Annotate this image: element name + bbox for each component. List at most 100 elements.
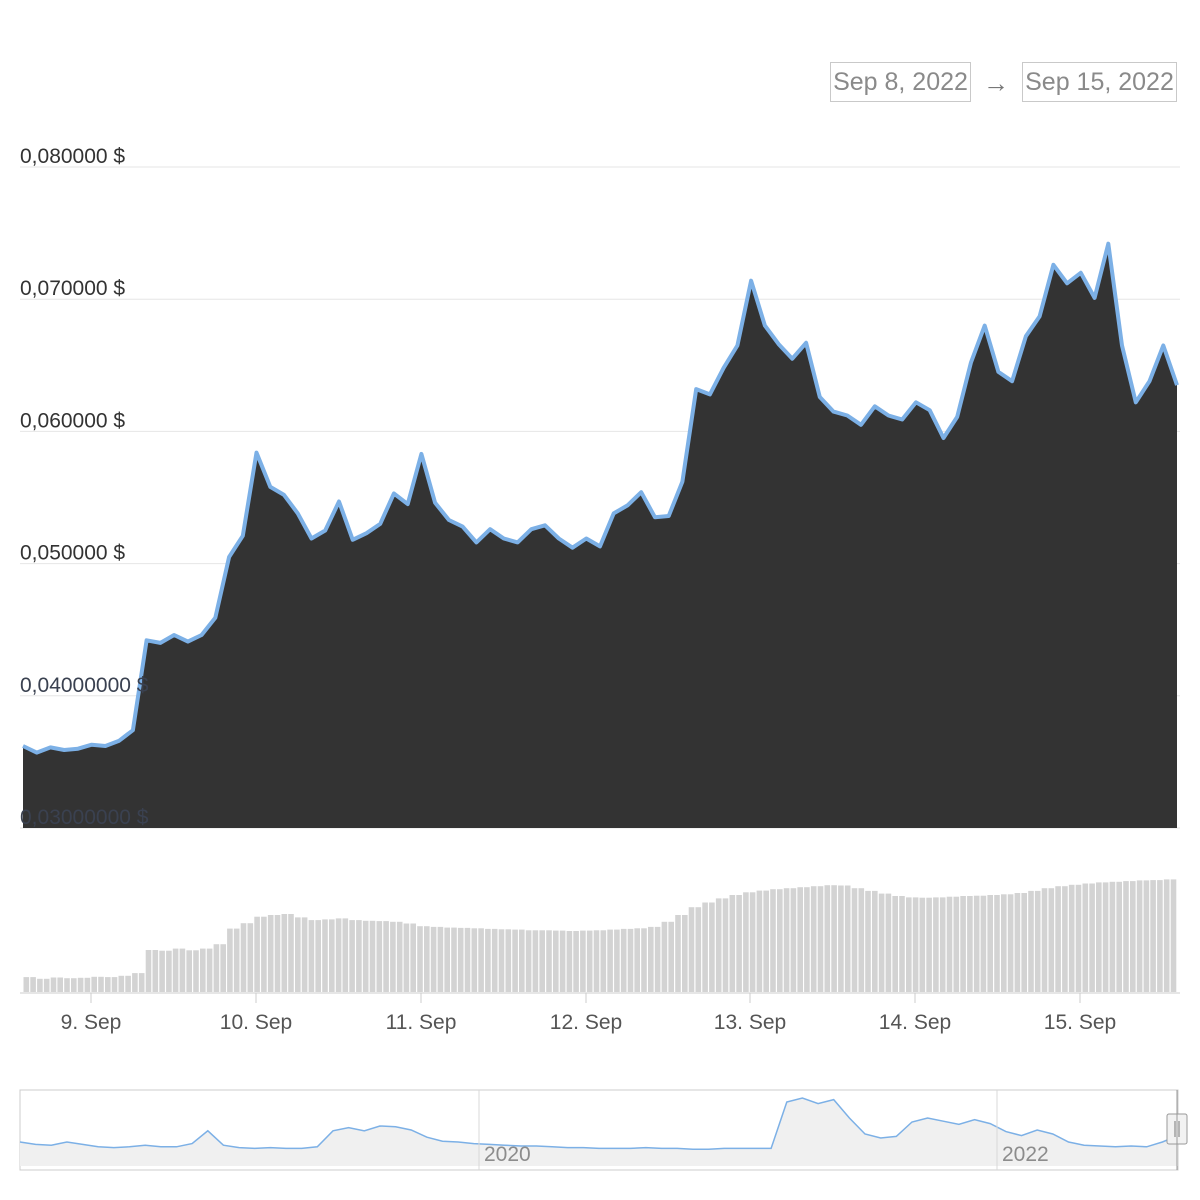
volume-bar [661,921,668,992]
volume-bar [84,977,91,992]
volume-bar [403,923,410,992]
volume-bar [1001,894,1007,992]
volume-bar [315,920,321,992]
volume-bar [240,923,247,992]
volume-bar [301,917,308,992]
volume-bar [593,930,600,992]
volume-bar [37,978,43,992]
volume-bar [437,926,444,992]
volume-bar [1157,880,1163,992]
volume-bar [892,896,898,992]
volume-bar [376,921,383,992]
volume-bar [1068,884,1075,992]
volume-bar [715,898,722,992]
volume-bar [648,926,654,992]
range-end-input[interactable]: Sep 15, 2022 [1022,62,1177,102]
volume-bar [281,914,288,992]
volume-bar [702,902,708,992]
volume-bar [919,897,926,992]
volume-bar [1109,881,1116,992]
volume-bar [233,928,240,992]
volume-bar [885,893,892,992]
volume-bar [600,930,607,992]
x-tick-label: 11. Sep [386,1011,457,1034]
volume-bar [1163,879,1170,992]
range-arrow: → [983,68,1009,98]
volume-bar [586,930,593,992]
volume-bar [926,897,932,992]
volume-bar [77,977,84,992]
volume-bar [797,887,803,992]
volume-bar [987,895,993,992]
volume-bar [98,976,104,992]
volume-bar [1062,886,1068,992]
volume-bar [193,950,199,992]
volume-bar [912,897,919,992]
volume-bar [152,950,159,992]
volume-bar [118,975,125,992]
volume-bar [967,896,973,992]
y-tick-label: 0,04000000 $ [20,674,149,697]
volume-bar [464,927,471,992]
volume-bar [505,929,512,992]
volume-bar [1048,888,1055,992]
y-tick-label: 0,070000 $ [20,277,125,300]
y-tick-label: 0,060000 $ [20,409,125,432]
volume-bar [634,928,640,992]
volume-bar [519,929,525,992]
volume-bar [559,930,566,992]
volume-bar [410,923,416,992]
volume-bar [206,948,213,992]
volume-bar [1096,882,1102,992]
volume-bar [261,916,267,992]
volume-bar [424,926,430,992]
volume-bar [614,929,620,992]
volume-bar [430,926,437,992]
volume-bar [159,950,165,992]
volume-bar [804,887,810,992]
volume-bar [729,895,736,992]
volume-bar [213,944,220,992]
volume-bar [1130,881,1136,992]
volume-bar [1082,883,1089,992]
navigator-tick-label: 2022 [1002,1143,1049,1166]
volume-bar [851,888,858,992]
volume-bar [1055,886,1061,992]
navigator[interactable]: 2020 2022 [19,1089,1188,1171]
volume-bar [668,921,674,992]
volume-bar [356,920,362,992]
volume-bar [580,930,586,992]
volume-bar [254,916,260,992]
volume-bar [349,920,355,992]
volume-bar [994,895,1000,992]
volume-bar [186,950,192,992]
volume-bar [220,944,226,992]
volume-bar [654,926,661,992]
volume-bar [566,931,573,992]
volume-bar [457,927,464,992]
volume-bar [858,888,865,992]
volume-bar [125,975,131,992]
volume-bar [491,928,498,992]
volume-bar [1102,882,1109,992]
y-tick-label: 0,050000 $ [20,542,125,565]
volume-bar [383,921,389,992]
volume-bar [498,929,505,992]
volume-bar [736,895,742,992]
volume-bar [71,978,77,992]
volume-bar [831,885,837,992]
volume-bar [485,928,491,992]
volume-bar [641,928,647,992]
volume-bar [933,897,939,992]
volume-bar [899,896,905,992]
volume-bar [1007,894,1014,992]
y-tick-label: 0,03000000 $ [20,806,149,829]
volume-bar [906,897,912,992]
volume-bar [824,885,831,992]
x-tick-label: 13. Sep [714,1011,786,1034]
volume-bar [770,889,776,992]
volume-bar [132,973,138,992]
volume-bar [57,977,63,992]
range-start-input[interactable]: Sep 8, 2022 [830,62,971,102]
